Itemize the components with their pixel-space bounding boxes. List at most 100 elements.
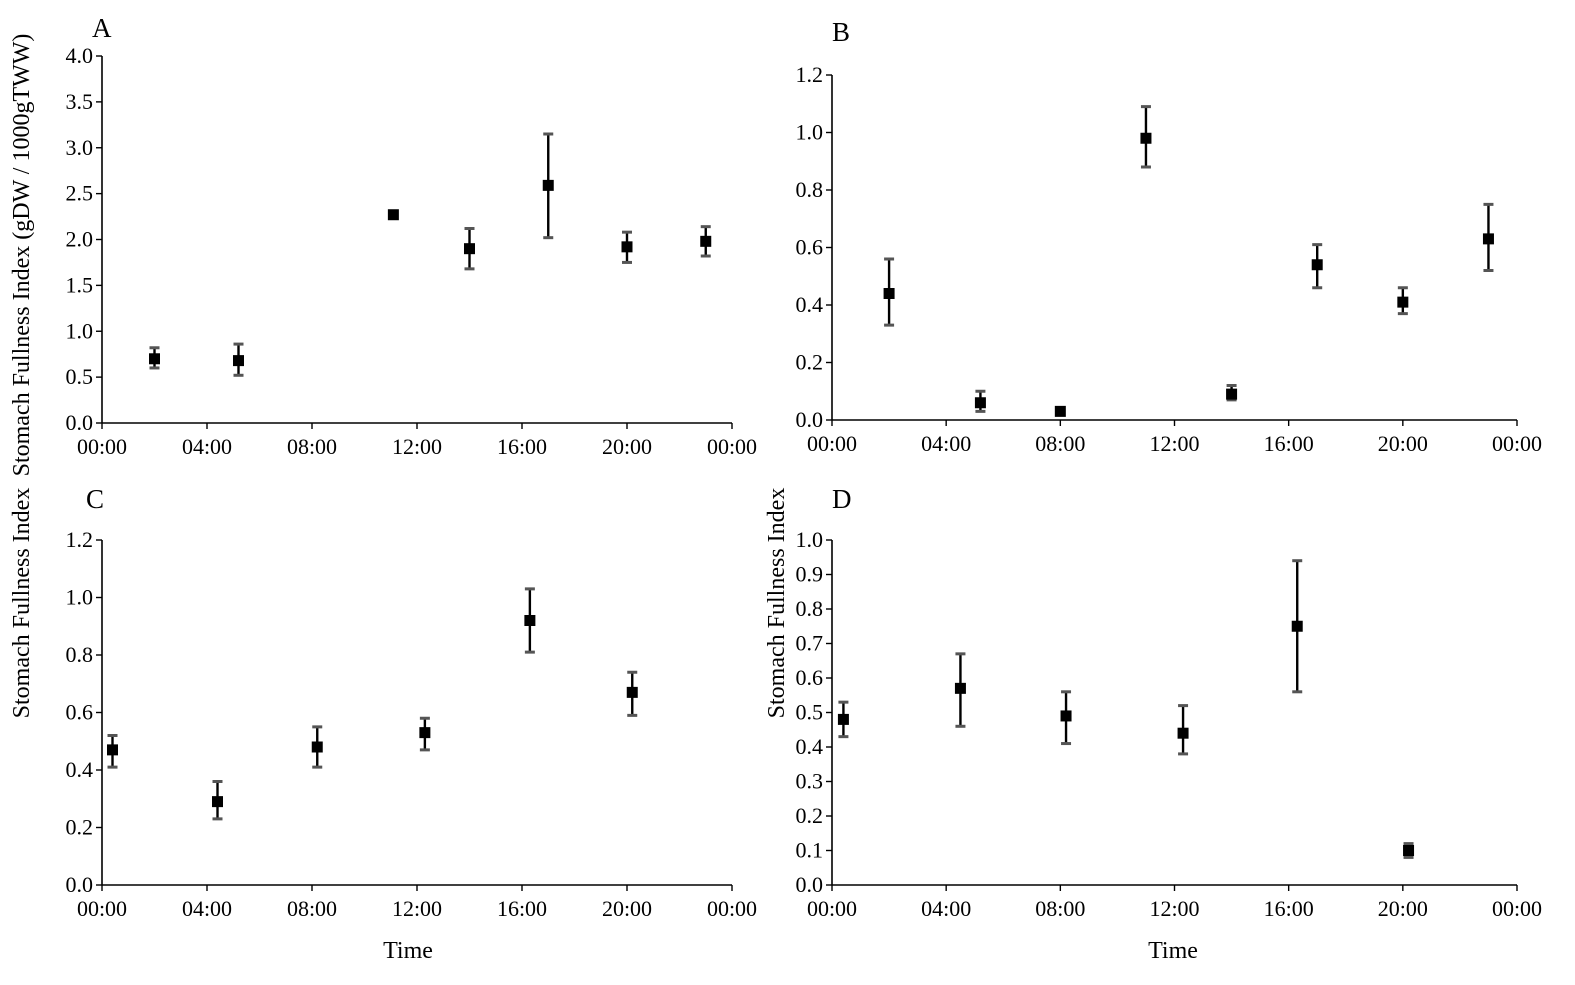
data-point-d <box>837 713 849 725</box>
y-tick-label-b: 0.0 <box>796 407 824 432</box>
y-tick-label-b: 0.8 <box>796 177 824 202</box>
data-point-b <box>1397 296 1409 308</box>
x-tick-label-c: 12:00 <box>392 896 442 921</box>
data-point-a <box>387 209 399 221</box>
data-point-b <box>1054 405 1066 417</box>
y-tick-label-b: 1.2 <box>796 62 824 87</box>
y-tick-label-b: 1.0 <box>796 120 824 145</box>
y-tick-label-a: 0.5 <box>66 364 94 389</box>
data-point-a <box>464 243 475 255</box>
data-point-b <box>1311 259 1323 271</box>
data-point-a <box>233 355 244 367</box>
y-tick-label-c: 1.2 <box>66 527 94 552</box>
y-tick-label-a: 1.5 <box>66 272 94 297</box>
y-tick-label-c: 0.4 <box>66 757 94 782</box>
y-axis-title-bottom-right: Stomach Fullness Index <box>764 488 790 719</box>
x-tick-label-d: 00:00 <box>1492 896 1542 921</box>
data-point-d <box>1291 620 1303 632</box>
y-tick-label-d: 0.1 <box>796 838 824 863</box>
data-point-a <box>149 353 160 365</box>
x-tick-label-a: 16:00 <box>497 434 547 459</box>
x-tick-label-a: 20:00 <box>602 434 652 459</box>
y-tick-label-a: 4.0 <box>66 43 94 68</box>
y-tick-label-d: 0.6 <box>796 665 824 690</box>
x-tick-label-b: 20:00 <box>1378 431 1428 456</box>
y-tick-label-b: 0.2 <box>796 350 824 375</box>
x-tick-label-d: 12:00 <box>1149 896 1199 921</box>
y-tick-label-d: 0.9 <box>796 562 824 587</box>
y-tick-label-d: 0.3 <box>796 769 824 794</box>
y-tick-label-a: 3.5 <box>66 89 94 114</box>
y-tick-label-d: 0.0 <box>796 872 824 897</box>
y-tick-label-d: 0.8 <box>796 596 824 621</box>
x-tick-label-c: 16:00 <box>497 896 547 921</box>
y-tick-label-c: 0.0 <box>66 872 94 897</box>
y-tick-label-a: 2.5 <box>66 181 94 206</box>
data-point-a <box>542 179 554 191</box>
x-tick-label-d: 08:00 <box>1035 896 1085 921</box>
y-tick-label-d: 0.5 <box>796 700 824 725</box>
x-tick-label-a: 00:00 <box>77 434 127 459</box>
y-tick-label-c: 0.2 <box>66 815 94 840</box>
y-tick-label-d: 0.7 <box>796 631 824 656</box>
y-tick-label-a: 0.0 <box>66 410 94 435</box>
x-tick-label-b: 00:00 <box>807 431 857 456</box>
data-point-c <box>212 796 223 808</box>
data-point-c <box>524 615 536 626</box>
y-axis-title-top: Stomach Fullness Index (gDW / 1000gTWW) <box>9 34 35 477</box>
x-axis-title-bottom-left: Time <box>383 938 433 964</box>
x-tick-label-d: 00:00 <box>807 896 857 921</box>
data-point-b <box>974 397 986 409</box>
y-tick-label-b: 0.4 <box>796 292 824 317</box>
y-axis-title-bottom-left: Stomach Fullness Index <box>9 488 35 719</box>
x-axis-title-bottom-right: Time <box>1148 938 1198 964</box>
x-tick-label-a: 12:00 <box>392 434 442 459</box>
x-tick-label-c: 04:00 <box>182 896 232 921</box>
data-point-a <box>700 235 712 247</box>
panel-label-b: B <box>832 17 850 47</box>
x-tick-label-b: 04:00 <box>921 431 971 456</box>
y-tick-label-a: 2.0 <box>66 227 94 252</box>
data-point-d <box>1177 727 1189 739</box>
data-point-d <box>1060 710 1072 722</box>
panel-label-a: A <box>92 13 112 43</box>
panel-a: A 0.0 0.5 1.0 1.5 2.0 2.5 3.0 3.5 4.0 00:00 04:00 08… <box>66 13 758 459</box>
x-tick-label-c: 00:00 <box>707 896 757 921</box>
data-point-b <box>1482 233 1494 245</box>
x-tick-label-a: 04:00 <box>182 434 232 459</box>
y-tick-label-a: 1.0 <box>66 318 94 343</box>
x-tick-label-b: 08:00 <box>1035 431 1085 456</box>
x-tick-label-d: 20:00 <box>1378 896 1428 921</box>
x-tick-label-a: 00:00 <box>707 434 757 459</box>
data-point-c <box>311 741 323 753</box>
y-tick-label-c: 0.6 <box>66 700 94 725</box>
y-tick-label-d: 0.4 <box>796 734 824 759</box>
data-point-c <box>419 727 431 739</box>
x-tick-label-c: 20:00 <box>602 896 652 921</box>
y-tick-label-a: 3.0 <box>66 135 94 160</box>
x-tick-label-d: 16:00 <box>1264 896 1314 921</box>
x-tick-label-a: 08:00 <box>287 434 337 459</box>
panel-label-c: C <box>86 484 104 514</box>
data-point-b <box>883 288 895 299</box>
panel-c: C 0.0 0.2 0.4 0.6 0.8 1.0 1.2 00:00 04:00 08:00 12:… <box>66 484 758 921</box>
x-tick-label-b: 16:00 <box>1264 431 1314 456</box>
x-tick-label-c: 00:00 <box>77 896 127 921</box>
y-tick-label-d: 1.0 <box>796 527 824 552</box>
y-tick-label-c: 1.0 <box>66 585 94 610</box>
y-tick-label-b: 0.6 <box>796 235 824 260</box>
data-point-c <box>107 744 118 756</box>
y-tick-label-c: 0.8 <box>66 642 94 667</box>
x-tick-label-b: 12:00 <box>1149 431 1199 456</box>
data-point-b <box>1140 132 1152 144</box>
panel-label-d: D <box>832 484 852 514</box>
panel-d: D 0.0 0.1 0.2 0.3 0.4 0.5 0.6 0.7 0.8 0.9 1.0 00:00 0… <box>796 484 1543 921</box>
x-tick-label-b: 00:00 <box>1492 431 1542 456</box>
data-point-d <box>1403 845 1415 856</box>
panel-b: B 0.0 0.2 0.4 0.6 0.8 1.0 1.2 00:00 04:00 08:00 12:… <box>796 17 1543 456</box>
y-tick-label-d: 0.2 <box>796 803 824 828</box>
x-tick-label-d: 04:00 <box>921 896 971 921</box>
data-point-a <box>621 241 633 253</box>
data-point-b <box>1226 388 1238 400</box>
